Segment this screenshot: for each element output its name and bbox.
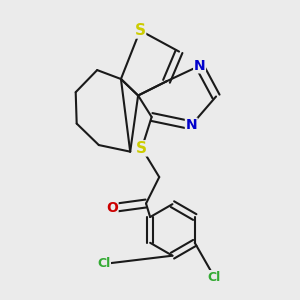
Text: S: S xyxy=(136,141,147,156)
Text: N: N xyxy=(185,118,197,132)
Text: N: N xyxy=(194,59,205,73)
Text: S: S xyxy=(135,23,146,38)
Text: O: O xyxy=(106,201,118,215)
Text: Cl: Cl xyxy=(208,271,221,284)
Text: Cl: Cl xyxy=(97,257,110,270)
